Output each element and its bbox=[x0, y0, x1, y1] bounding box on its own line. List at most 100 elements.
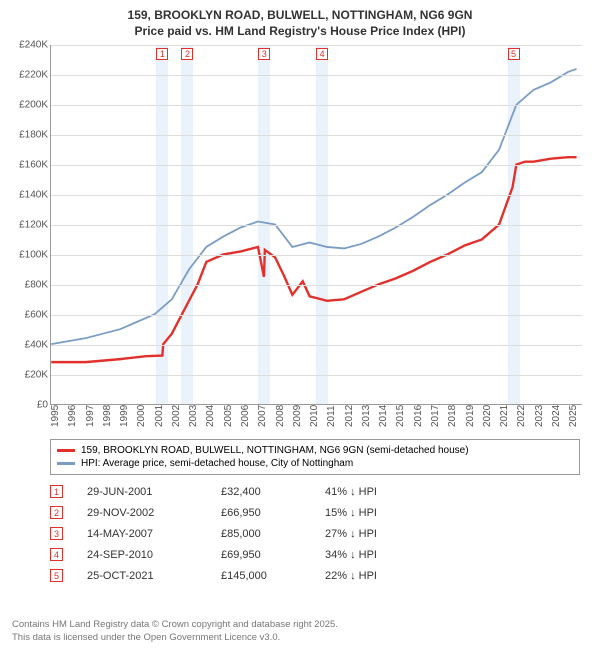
transaction-price: £32,400 bbox=[221, 486, 301, 498]
x-axis: 1995199619971998199920002001200220032004… bbox=[50, 405, 582, 435]
transaction-date: 14-MAY-2007 bbox=[87, 528, 197, 540]
x-tick-label: 1999 bbox=[119, 405, 130, 427]
marker-1: 1 bbox=[156, 48, 168, 60]
legend-row: 159, BROOKLYN ROAD, BULWELL, NOTTINGHAM,… bbox=[57, 444, 573, 457]
transaction-marker: 5 bbox=[50, 569, 63, 582]
x-tick-label: 2000 bbox=[136, 405, 147, 427]
chart-area: £0 £20K £40K £60K £80K £100K £120K £140K £160K £1… bbox=[12, 45, 582, 435]
x-tick-label: 1995 bbox=[50, 405, 61, 427]
transaction-diff: 22% ↓ HPI bbox=[325, 570, 405, 582]
x-tick-label: 2015 bbox=[395, 405, 406, 427]
transaction-row: 5 25-OCT-2021 £145,000 22% ↓ HPI bbox=[50, 565, 588, 586]
gridline bbox=[51, 45, 582, 46]
transaction-price: £145,000 bbox=[221, 570, 301, 582]
footer-line-1: Contains HM Land Registry data © Crown c… bbox=[12, 619, 338, 631]
x-tick-label: 2001 bbox=[154, 405, 165, 427]
y-tick-label: £220K bbox=[19, 70, 48, 81]
y-tick-label: £200K bbox=[19, 100, 48, 111]
transaction-price: £66,950 bbox=[221, 507, 301, 519]
transaction-marker: 1 bbox=[50, 485, 63, 498]
chart-title: 159, BROOKLYN ROAD, BULWELL, NOTTINGHAM,… bbox=[12, 8, 588, 39]
gridline bbox=[51, 285, 582, 286]
x-tick-label: 2002 bbox=[171, 405, 182, 427]
transaction-table: 1 29-JUN-2001 £32,400 41% ↓ HPI 2 29-NOV-2002… bbox=[50, 481, 588, 586]
title-line-1: 159, BROOKLYN ROAD, BULWELL, NOTTINGHAM,… bbox=[12, 8, 588, 24]
transaction-row: 4 24-SEP-2010 £69,950 34% ↓ HPI bbox=[50, 544, 588, 565]
x-tick-label: 2024 bbox=[551, 405, 562, 427]
transaction-diff: 34% ↓ HPI bbox=[325, 549, 405, 561]
gridline bbox=[51, 375, 582, 376]
gridline bbox=[51, 165, 582, 166]
x-tick-label: 2018 bbox=[447, 405, 458, 427]
gridline bbox=[51, 345, 582, 346]
gridline bbox=[51, 105, 582, 106]
x-tick-label: 2016 bbox=[413, 405, 424, 427]
gridline bbox=[51, 135, 582, 136]
y-tick-label: £0 bbox=[37, 400, 48, 411]
legend-swatch bbox=[57, 462, 75, 465]
gridline bbox=[51, 255, 582, 256]
series-price bbox=[51, 157, 576, 362]
transaction-price: £69,950 bbox=[221, 549, 301, 561]
x-tick-label: 1998 bbox=[102, 405, 113, 427]
transaction-price: £85,000 bbox=[221, 528, 301, 540]
y-tick-label: £100K bbox=[19, 250, 48, 261]
transaction-date: 25-OCT-2021 bbox=[87, 570, 197, 582]
transaction-diff: 27% ↓ HPI bbox=[325, 528, 405, 540]
chart-container: 159, BROOKLYN ROAD, BULWELL, NOTTINGHAM,… bbox=[0, 0, 600, 650]
x-tick-label: 2007 bbox=[257, 405, 268, 427]
y-tick-label: £80K bbox=[25, 280, 48, 291]
gridline bbox=[51, 75, 582, 76]
y-tick-label: £240K bbox=[19, 40, 48, 51]
x-tick-label: 2006 bbox=[240, 405, 251, 427]
x-tick-label: 2004 bbox=[205, 405, 216, 427]
transaction-row: 1 29-JUN-2001 £32,400 41% ↓ HPI bbox=[50, 481, 588, 502]
transaction-diff: 41% ↓ HPI bbox=[325, 486, 405, 498]
gridline bbox=[51, 315, 582, 316]
title-line-2: Price paid vs. HM Land Registry's House … bbox=[12, 24, 588, 40]
x-tick-label: 2010 bbox=[309, 405, 320, 427]
transaction-date: 29-NOV-2002 bbox=[87, 507, 197, 519]
marker-5: 5 bbox=[508, 48, 520, 60]
legend-label: HPI: Average price, semi-detached house,… bbox=[81, 458, 353, 469]
x-tick-label: 2020 bbox=[482, 405, 493, 427]
y-tick-label: £180K bbox=[19, 130, 48, 141]
x-tick-label: 2025 bbox=[568, 405, 579, 427]
legend: 159, BROOKLYN ROAD, BULWELL, NOTTINGHAM,… bbox=[50, 439, 580, 475]
marker-2: 2 bbox=[181, 48, 193, 60]
legend-swatch bbox=[57, 449, 75, 452]
transaction-date: 29-JUN-2001 bbox=[87, 486, 197, 498]
y-tick-label: £60K bbox=[25, 310, 48, 321]
gridline bbox=[51, 195, 582, 196]
legend-row: HPI: Average price, semi-detached house,… bbox=[57, 457, 573, 470]
transaction-marker: 4 bbox=[50, 548, 63, 561]
marker-4: 4 bbox=[316, 48, 328, 60]
y-tick-label: £20K bbox=[25, 370, 48, 381]
transaction-row: 3 14-MAY-2007 £85,000 27% ↓ HPI bbox=[50, 523, 588, 544]
y-tick-label: £140K bbox=[19, 190, 48, 201]
x-tick-label: 2023 bbox=[534, 405, 545, 427]
x-tick-label: 2011 bbox=[326, 406, 337, 428]
transaction-marker: 2 bbox=[50, 506, 63, 519]
marker-3: 3 bbox=[258, 48, 270, 60]
x-tick-label: 2014 bbox=[378, 405, 389, 427]
x-tick-label: 2017 bbox=[430, 405, 441, 427]
y-tick-label: £120K bbox=[19, 220, 48, 231]
transaction-row: 229-NOV-2002£66,95015% ↓ HPI bbox=[50, 502, 588, 523]
x-tick-label: 2008 bbox=[275, 405, 286, 427]
x-tick-label: 2009 bbox=[292, 405, 303, 427]
plot-region: 1 2 3 4 5 bbox=[50, 45, 582, 405]
x-tick-label: 2012 bbox=[344, 405, 355, 427]
x-tick-label: 2003 bbox=[188, 405, 199, 427]
series-hpi bbox=[51, 69, 576, 344]
transaction-date: 24-SEP-2010 bbox=[87, 549, 197, 561]
x-tick-label: 1996 bbox=[67, 405, 78, 427]
x-tick-label: 2022 bbox=[516, 405, 527, 427]
y-tick-label: £160K bbox=[19, 160, 48, 171]
footer-line-2: This data is licensed under the Open Gov… bbox=[12, 632, 338, 644]
transaction-marker: 3 bbox=[50, 527, 63, 540]
x-tick-label: 2005 bbox=[223, 405, 234, 427]
legend-label: 159, BROOKLYN ROAD, BULWELL, NOTTINGHAM,… bbox=[81, 445, 469, 456]
y-axis: £0£20K£40K£60K£80K£100K£120K£140K£160K£1… bbox=[12, 45, 50, 405]
y-tick-label: £40K bbox=[25, 340, 48, 351]
